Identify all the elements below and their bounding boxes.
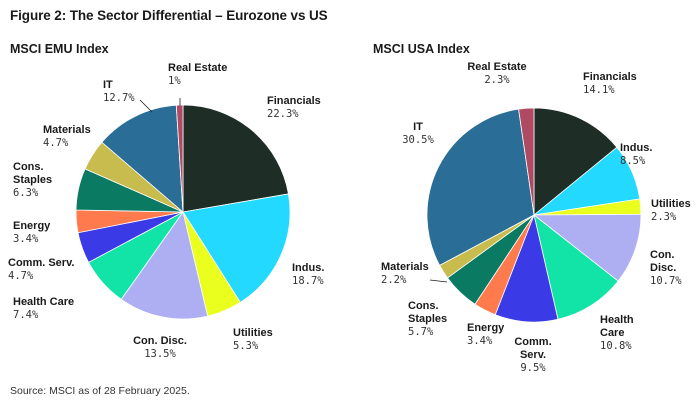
usa-label-cons-staples-name: Cons. — [408, 300, 439, 312]
usa-label-health-care-name-line2: Care — [600, 327, 624, 339]
emu-chart-title: MSCI EMU Index — [10, 42, 109, 56]
usa-label-utilities-name: Utilities — [651, 198, 691, 210]
usa-label-real-estate-name: Real Estate — [467, 61, 526, 73]
emu-label-health-care-value: 7.4% — [13, 309, 39, 321]
usa-label-cons-staples-value: 5.7% — [408, 326, 434, 338]
usa-slice-con-disc — [532, 213, 642, 282]
emu-label-it-value: 12.7% — [103, 92, 135, 104]
emu-slice-financials — [182, 104, 289, 213]
figure-title: Figure 2: The Sector Differential – Euro… — [10, 8, 328, 23]
emu-slice-indus — [182, 193, 291, 303]
emu-label-comm-serv-value: 4.7% — [8, 270, 34, 282]
emu-label-it-name: IT — [103, 79, 113, 91]
usa-label-energy-name: Energy — [467, 322, 505, 334]
usa-label-comm-serv-name-line2: Serv. — [520, 349, 546, 361]
usa-slice-health-care — [533, 213, 619, 320]
usa-label-energy-value: 3.4% — [467, 335, 493, 347]
emu-leader-it — [139, 99, 153, 113]
emu-label-comm-serv-name: Comm. Serv. — [8, 257, 74, 269]
usa-label-con-disc-name: Con. — [650, 249, 674, 261]
emu-label-utilities-value: 5.3% — [233, 340, 259, 352]
usa-label-comm-serv-name: Comm. — [514, 336, 551, 348]
usa-label-materials-value: 2.2% — [381, 274, 407, 286]
source-note: Source: MSCI as of 28 February 2025. — [10, 385, 190, 397]
usa-label-con-disc-name-line2: Disc. — [650, 262, 676, 274]
emu-label-real-estate-name: Real Estate — [168, 62, 227, 74]
usa-label-indus-value: 8.5% — [620, 155, 646, 167]
emu-label-materials-value: 4.7% — [43, 137, 69, 149]
usa-label-financials-value: 14.1% — [583, 84, 615, 96]
emu-label-financials-name: Financials — [267, 95, 321, 107]
emu-slice-it — [101, 104, 184, 213]
usa-label-utilities-value: 2.3% — [651, 211, 677, 223]
usa-slice-it — [426, 108, 535, 266]
pie-charts: Financials22.3%Indus.18.7%Utilities5.3%C… — [8, 61, 691, 374]
usa-chart-title: MSCI USA Index — [373, 42, 470, 56]
usa-label-real-estate-value: 2.3% — [484, 74, 510, 86]
emu-label-health-care-name: Health Care — [13, 296, 74, 308]
emu-label-cons-staples-name: Cons. — [13, 161, 44, 173]
emu-pie — [75, 104, 291, 320]
usa-label-con-disc-value: 10.7% — [650, 275, 682, 287]
usa-pie — [426, 107, 642, 323]
emu-label-cons-staples-name-line2: Staples — [13, 174, 52, 186]
usa-slice-real-estate — [518, 107, 535, 216]
emu-label-materials-name: Materials — [43, 124, 91, 136]
emu-label-cons-staples-value: 6.3% — [13, 187, 39, 199]
usa-label-financials-name: Financials — [583, 71, 637, 83]
emu-label-con-disc-value: 13.5% — [144, 348, 176, 360]
usa-label-it-value: 30.5% — [402, 134, 434, 146]
usa-label-it-name: IT — [413, 121, 423, 133]
usa-label-health-care-value: 10.8% — [600, 340, 632, 352]
usa-label-materials-name: Materials — [381, 261, 429, 273]
emu-label-energy-name: Energy — [13, 220, 51, 232]
emu-label-indus-name: Indus. — [292, 262, 324, 274]
emu-label-utilities-name: Utilities — [233, 327, 273, 339]
usa-label-cons-staples-name-line2: Staples — [408, 313, 447, 325]
emu-label-real-estate-value: 1% — [168, 75, 181, 87]
emu-label-con-disc-name: Con. Disc. — [133, 335, 187, 347]
emu-label-indus-value: 18.7% — [292, 275, 324, 287]
emu-slice-con-disc — [120, 211, 209, 320]
usa-label-indus-name: Indus. — [620, 142, 652, 154]
usa-label-health-care-name: Health — [600, 314, 634, 326]
usa-leader-materials — [429, 279, 448, 283]
usa-label-comm-serv-value: 9.5% — [520, 362, 546, 374]
emu-label-financials-value: 22.3% — [267, 108, 299, 120]
emu-label-energy-value: 3.4% — [13, 233, 39, 245]
usa-slice-financials — [533, 107, 618, 216]
